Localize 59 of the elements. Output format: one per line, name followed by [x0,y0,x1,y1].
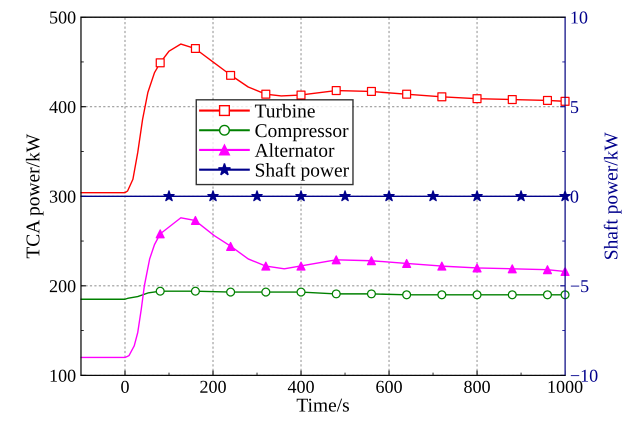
point [261,262,270,271]
x-tick-label: 800 [464,380,490,393]
point [366,86,376,96]
point [190,44,200,54]
point [226,242,236,251]
y2-tick-label: 5 [570,101,578,114]
point [437,262,446,271]
legend-label: Compressor [255,124,348,142]
point [366,256,376,266]
legend-label: Shaft power [256,162,349,181]
y-axis-title: TCA power/kW [26,134,44,258]
point [402,258,412,268]
x-tick-label: 200 [200,380,226,393]
point [190,216,200,225]
y-tick-label: 500 [50,11,76,24]
point [296,90,306,100]
point [508,264,517,274]
point [437,290,446,300]
y2-tick-label: 0 [570,190,578,203]
point [472,94,482,104]
point [226,288,236,297]
point [332,86,341,96]
point [508,290,517,300]
x-tick-label: 0 [121,380,129,393]
point [437,92,446,102]
point [472,290,482,300]
point [296,288,306,297]
point [296,262,306,271]
point [156,58,165,68]
x-tick-label: 1000 [548,380,582,393]
point [261,288,270,297]
point [332,255,341,264]
x-tick-label: 400 [288,380,314,393]
y-tick-label: 100 [50,370,76,382]
point [402,290,412,300]
x-axis-title: Time/s [296,398,349,412]
point [508,94,517,104]
x-tick-label: 600 [376,380,402,393]
legend-label: Alternator [254,143,334,157]
point [402,90,412,99]
point [472,263,482,272]
y2-tick-label: 10 [572,11,588,24]
y-tick-label: 200 [50,280,76,292]
y2-axis-title: Shaft power/kW [604,132,622,259]
legend-label: Turbine [254,104,315,118]
point [332,289,341,298]
point [542,290,552,300]
y2-tick-label: −10 [570,370,598,382]
point [542,265,552,274]
point [156,286,165,296]
point [226,70,236,80]
point [366,289,376,298]
point [261,90,270,99]
y2-tick-label: −5 [570,280,588,292]
y-tick-label: 400 [49,100,76,114]
point [190,286,200,296]
point [542,96,552,105]
point [156,229,165,238]
y-tick-label: 300 [50,190,76,203]
